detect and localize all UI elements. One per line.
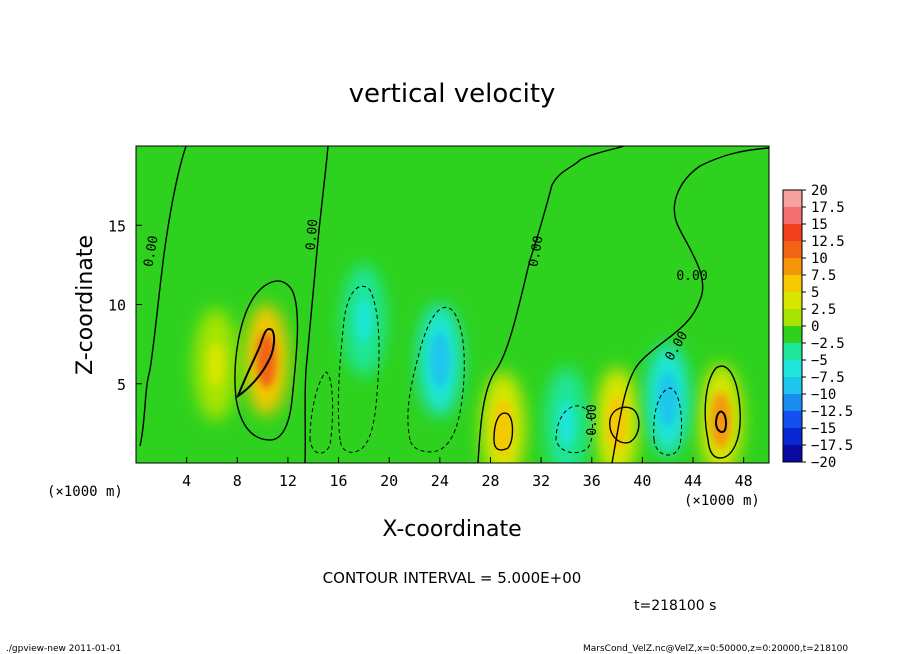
colorbar-swatch xyxy=(783,190,802,207)
field-core-downdraft-5 xyxy=(429,331,450,388)
colorbar-label: −7.5 xyxy=(811,370,845,386)
contour-label: 0.00 xyxy=(585,404,600,435)
footer-left: ./gpview-new 2011-01-01 xyxy=(6,644,121,654)
neg-contour-18 xyxy=(337,285,380,453)
x-tick-label: 12 xyxy=(279,472,297,490)
colorbar-label: −12.5 xyxy=(811,404,853,420)
y-tick-label: 15 xyxy=(108,217,126,235)
colorbar-label: 0 xyxy=(811,319,819,335)
colorbar-label: −2.5 xyxy=(811,336,845,352)
y-tick-label: 5 xyxy=(117,376,126,394)
colorbar-label: −15 xyxy=(811,421,836,437)
colorbar-label: 2.5 xyxy=(811,302,836,318)
y-axis-label: Z-coordinate xyxy=(73,235,98,375)
colorbar-swatch xyxy=(783,224,802,241)
zero-contour-right xyxy=(477,146,625,463)
field-core-downdraft-6 xyxy=(355,298,372,343)
field-core-updraft-4 xyxy=(207,342,224,387)
colorbar-swatch xyxy=(783,241,802,258)
x-tick-label: 24 xyxy=(431,472,449,490)
colorbar-swatch xyxy=(783,275,802,292)
colorbar-label: 17.5 xyxy=(811,200,845,216)
field-core-downdraft-8 xyxy=(657,371,678,428)
plot-area: 0.00 0.00 0.000.000.000.00 xyxy=(136,146,769,463)
x-axis: 4 8 12 16 20 24 28 32 36 40 44 48 xyxy=(182,457,753,490)
y-axis: 5 10 15 xyxy=(108,217,142,394)
colorbar-swatch xyxy=(783,326,802,343)
contour-updraft-36 xyxy=(609,406,640,444)
colorbar-swatch xyxy=(783,360,802,377)
x-tick-label: 40 xyxy=(633,472,651,490)
colorbar-label: 10 xyxy=(811,251,828,267)
x-unit-right: (×1000 m) xyxy=(684,493,760,509)
field-core-downdraft-7 xyxy=(558,401,575,446)
colorbar-label: −5 xyxy=(811,353,828,369)
colorbar-label: 20 xyxy=(811,183,828,199)
colorbar-swatch xyxy=(783,394,802,411)
y-tick-label: 10 xyxy=(108,297,126,315)
x-tick-label: 44 xyxy=(684,472,702,490)
colorbar-swatch xyxy=(783,309,802,326)
contour-updraft-core xyxy=(235,328,276,399)
contour-updraft-right-core xyxy=(714,410,727,433)
contour-lines xyxy=(139,146,769,463)
contour-interval: CONTOUR INTERVAL = 5.000E+00 xyxy=(323,569,582,587)
colorbar-label: 7.5 xyxy=(811,268,836,284)
x-tick-label: 32 xyxy=(532,472,550,490)
footer-right: MarsCond_VelZ.nc@VelZ,x=0:50000,z=0:2000… xyxy=(583,644,848,654)
field-core-updraft-1 xyxy=(710,392,731,449)
colorbar-swatch xyxy=(783,428,802,445)
x-tick-label: 28 xyxy=(481,472,499,490)
x-unit-left: (×1000 m) xyxy=(47,484,123,500)
colorbar-swatch xyxy=(783,377,802,394)
x-axis-label: X-coordinate xyxy=(382,517,521,542)
colorbar-label: 5 xyxy=(811,285,819,301)
x-tick-label: 4 xyxy=(182,472,191,490)
contour-updraft-main xyxy=(234,280,299,441)
x-tick-label: 36 xyxy=(583,472,601,490)
contour-label: 0.00 xyxy=(526,235,546,268)
neg-contour-34 xyxy=(555,405,594,454)
colorbar-swatch xyxy=(783,411,802,428)
contour-label: 0.00 xyxy=(141,235,161,268)
field-blobs xyxy=(193,264,743,463)
contour-updraft-right xyxy=(704,365,741,459)
x-tick-label: 8 xyxy=(233,472,242,490)
contour-label: 0.00 xyxy=(304,218,322,251)
time-label: t=218100 s xyxy=(634,598,716,614)
dashed-contours xyxy=(309,285,683,456)
colorbar-label: −20 xyxy=(811,455,836,471)
colorbar-swatch xyxy=(783,445,802,462)
contour-label: 0.00 xyxy=(676,269,707,284)
zero-contour-far-right xyxy=(611,147,769,463)
zero-contour-mid xyxy=(304,146,329,463)
colorbar: 2017.51512.5107.552.50−2.5−5−7.5−10−12.5… xyxy=(782,183,853,471)
contour-updraft-28 xyxy=(493,412,514,451)
colorbar-label: −10 xyxy=(811,387,836,403)
colorbar-label: 15 xyxy=(811,217,828,233)
neg-contour-24 xyxy=(407,307,465,453)
chart-title: vertical velocity xyxy=(349,79,556,109)
colorbar-swatch xyxy=(783,258,802,275)
neg-contour-42 xyxy=(653,387,683,456)
x-tick-label: 20 xyxy=(380,472,398,490)
colorbar-swatch xyxy=(783,207,802,224)
x-tick-label: 16 xyxy=(330,472,348,490)
colorbar-label: −17.5 xyxy=(811,438,853,454)
colorbar-label: 12.5 xyxy=(811,234,845,250)
x-tick-label: 48 xyxy=(735,472,753,490)
colorbar-swatch xyxy=(783,292,802,309)
zero-contour-left xyxy=(139,146,187,447)
colorbar-swatch xyxy=(783,343,802,360)
